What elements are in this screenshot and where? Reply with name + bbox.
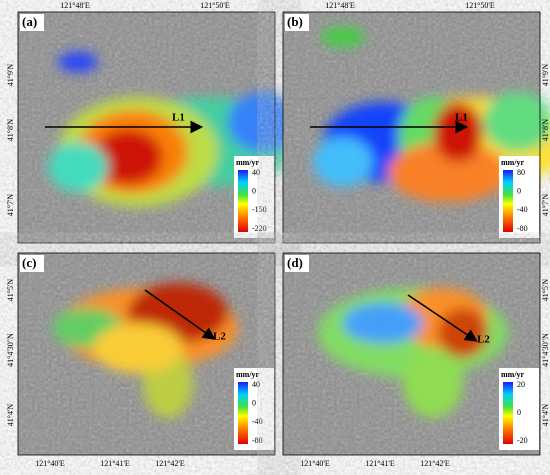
colorbar-tick-label: -220 <box>252 224 267 233</box>
deformation-area <box>403 348 463 418</box>
deformation-area <box>388 142 508 202</box>
longitude-label: 121°50'E <box>200 1 230 10</box>
map-border <box>17 252 276 456</box>
colorbar-tick-label: -40 <box>517 205 528 214</box>
deformation-field <box>318 288 508 418</box>
deformation-area <box>438 308 488 358</box>
latitude-label: 41°9'N <box>6 64 15 87</box>
deformation-field <box>48 52 298 207</box>
latitude-label: 41°8'N <box>541 119 550 142</box>
deformation-area <box>483 92 550 152</box>
colorbar-tick-label: 0 <box>517 408 521 417</box>
panel-label-box <box>285 14 309 31</box>
panel-label-box <box>285 255 309 272</box>
deformation-area <box>93 323 183 373</box>
map-border <box>282 11 541 244</box>
panel-label: (a) <box>22 14 37 29</box>
colorbar <box>503 382 513 444</box>
map-border <box>17 11 276 244</box>
deformation-area <box>313 137 373 187</box>
profile-label: L2 <box>213 331 226 343</box>
colorbar-tick-label: 0 <box>517 186 521 195</box>
colorbar-tick-label: -150 <box>252 205 267 214</box>
deformation-area <box>48 142 108 192</box>
deformation-area <box>343 303 423 343</box>
latitude-label: 41°7'N <box>6 194 15 217</box>
colorbar-unit: mm/yr <box>236 370 260 379</box>
colorbar <box>503 170 513 232</box>
profile-line <box>144 289 216 340</box>
colorbar-tick-label: 80 <box>517 168 525 177</box>
longitude-label: 121°41'E <box>365 459 395 468</box>
deformation-area <box>228 92 298 152</box>
latitude-label: 41°4'N <box>6 404 15 427</box>
latitude-label: 41°5'N <box>541 279 550 302</box>
panel-label: (c) <box>22 255 36 270</box>
colorbar-unit: mm/yr <box>236 158 260 167</box>
profile-label: L1 <box>455 112 468 124</box>
deformation-area <box>58 52 98 72</box>
latitude-label: 41°8'N <box>6 119 15 142</box>
longitude-label: 121°50'E <box>465 1 495 10</box>
latitude-label: 41°5'N <box>6 279 15 302</box>
deformation-area <box>93 129 163 185</box>
panel-label-box <box>20 255 44 272</box>
longitude-label: 121°41'E <box>100 459 130 468</box>
colorbar-tick-label: 40 <box>252 168 260 177</box>
deformation-area <box>321 27 365 47</box>
panel-label: (d) <box>287 255 303 270</box>
longitude-label: 121°40'E <box>35 459 65 468</box>
panel-label-box <box>20 14 44 31</box>
colorbar-tick-label: -80 <box>252 436 263 445</box>
colorbar-tick-label: 40 <box>252 380 260 389</box>
colorbar <box>238 170 248 232</box>
colorbar-unit: mm/yr <box>501 370 525 379</box>
latitude-label: 41°4'30"N <box>541 333 550 367</box>
colorbar-tick-label: 20 <box>517 380 525 389</box>
panel-label: (b) <box>287 14 303 29</box>
longitude-label: 121°40'E <box>300 459 330 468</box>
profile-line <box>407 294 478 342</box>
profile-label: L2 <box>477 334 490 346</box>
longitude-label: 121°42'E <box>420 459 450 468</box>
colorbar-tick-label: -20 <box>517 436 528 445</box>
latitude-label: 41°4'N <box>541 404 550 427</box>
latitude-label: 41°9'N <box>541 64 550 87</box>
latitude-label: 41°4'30"N <box>6 333 15 367</box>
colorbar <box>238 382 248 444</box>
latitude-label: 41°7'N <box>541 194 550 217</box>
longitude-label: 121°48'E <box>60 1 90 10</box>
colorbar-unit: mm/yr <box>501 158 525 167</box>
colorbar-tick-label: 0 <box>252 186 256 195</box>
map-border <box>282 252 541 456</box>
longitude-label: 121°48'E <box>325 1 355 10</box>
profile-label: L1 <box>172 112 185 124</box>
colorbar-tick-label: 0 <box>252 398 256 407</box>
colorbar-tick-label: -80 <box>517 224 528 233</box>
longitude-label: 121°42'E <box>155 459 185 468</box>
colorbar-tick-label: -40 <box>252 417 263 426</box>
